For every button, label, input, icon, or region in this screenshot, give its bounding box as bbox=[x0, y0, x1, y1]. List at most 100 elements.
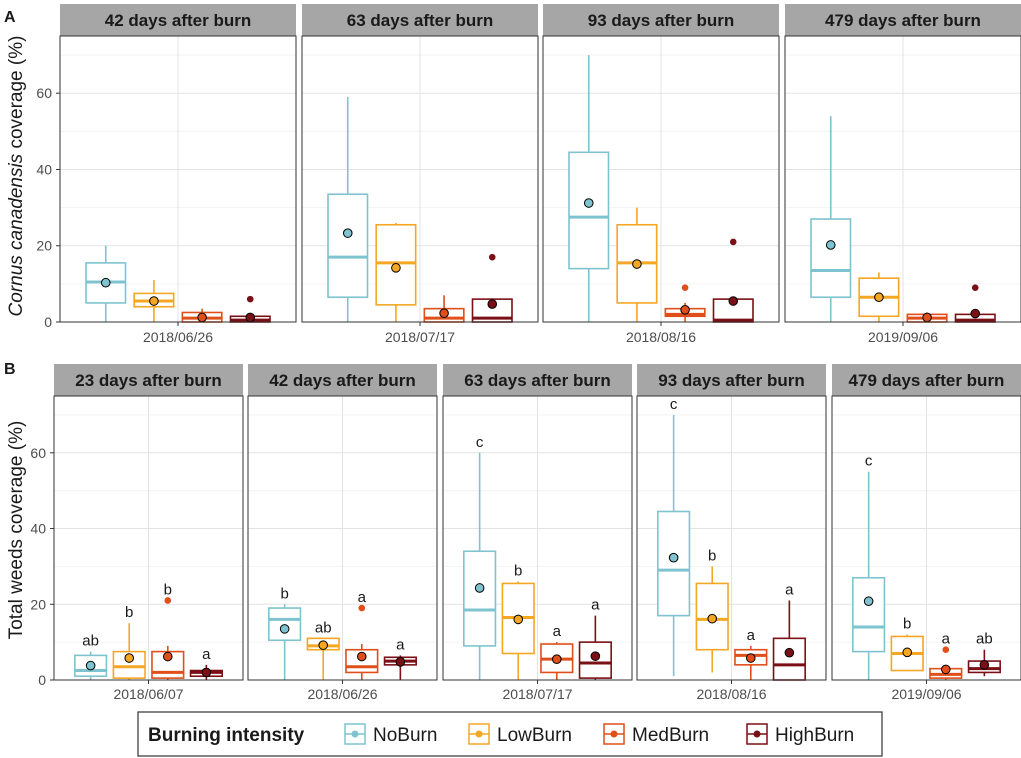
facet: 93 days after burn c b a a 2018/08/16 bbox=[636, 364, 827, 702]
y-tick-label: 0 bbox=[44, 314, 52, 330]
legend-item-lowburn: LowBurn bbox=[468, 723, 572, 746]
outlier-point bbox=[246, 295, 254, 303]
facet-strip bbox=[302, 4, 538, 36]
box-noburn: c bbox=[463, 434, 497, 680]
mean-point bbox=[922, 312, 932, 323]
box-noburn bbox=[568, 55, 610, 322]
box-lowburn: b bbox=[890, 616, 924, 672]
box-lowburn: b bbox=[501, 563, 535, 680]
legend-item-noburn: NoBurn bbox=[344, 723, 437, 746]
box-noburn: ab bbox=[74, 633, 108, 680]
y-tick-label: 0 bbox=[38, 672, 46, 688]
facet: 93 days after burn 2018/08/16 bbox=[542, 4, 780, 345]
mean-point bbox=[342, 228, 353, 238]
significance-label: a bbox=[358, 589, 367, 606]
box-iqr bbox=[810, 218, 852, 299]
box-medburn: a bbox=[929, 631, 963, 680]
legend-key-dot bbox=[610, 730, 618, 738]
x-tick-label: 2018/06/07 bbox=[113, 686, 183, 702]
facet-title: 42 days after burn bbox=[269, 371, 415, 390]
mean-point bbox=[513, 614, 524, 625]
box-lowburn: b bbox=[112, 604, 146, 680]
mean-point bbox=[583, 198, 594, 208]
facet-title: 479 days after burn bbox=[825, 11, 981, 30]
y-axis-title: Cornus canadensis coverage (%) bbox=[6, 36, 27, 317]
facet-title: 63 days after burn bbox=[347, 11, 493, 30]
y-axis-title-italic: Cornus canadensis bbox=[6, 153, 27, 316]
box-highburn: ab bbox=[967, 631, 1001, 677]
box-highburn: a bbox=[189, 646, 223, 680]
mean-point bbox=[825, 240, 836, 250]
mean-point bbox=[279, 624, 290, 634]
facet: 42 days after burn b ab a a 2018/06/26 bbox=[247, 364, 438, 702]
facet: 63 days after burn 2018/07/17 bbox=[301, 4, 539, 345]
box-medburn bbox=[906, 312, 948, 323]
mean-point bbox=[863, 596, 874, 607]
outlier-point bbox=[681, 284, 689, 291]
box-medburn: a bbox=[540, 623, 574, 680]
facet: 479 days after burn 2019/09/06 bbox=[784, 4, 1021, 345]
mean-point bbox=[680, 304, 690, 315]
box-iqr bbox=[327, 193, 369, 299]
mean-point bbox=[707, 613, 718, 624]
box-lowburn bbox=[858, 272, 900, 322]
facet-title: 63 days after burn bbox=[464, 371, 610, 390]
significance-label: a bbox=[553, 623, 562, 640]
legend-label: HighBurn bbox=[775, 725, 854, 746]
facet-title: 93 days after burn bbox=[588, 11, 734, 30]
mean-point bbox=[149, 296, 159, 306]
mean-point bbox=[940, 664, 951, 675]
facet-title: 42 days after burn bbox=[105, 11, 251, 30]
legend-label: MedBurn bbox=[632, 725, 709, 746]
mean-point bbox=[784, 647, 795, 658]
box-iqr bbox=[852, 576, 886, 653]
mean-point bbox=[356, 651, 367, 662]
outlier-point bbox=[164, 597, 172, 604]
mean-point bbox=[902, 647, 913, 658]
y-tick-label: 20 bbox=[30, 596, 46, 612]
panel-b: B Total weeds coverage (%) 0 20 40 60 23 days … bbox=[4, 361, 1021, 702]
box-iqr bbox=[568, 151, 610, 270]
box-noburn bbox=[327, 97, 369, 322]
legend-key-dot bbox=[475, 730, 483, 738]
mean-point bbox=[728, 296, 739, 306]
facet-strip bbox=[543, 4, 779, 36]
panel-a: A Cornus canadensis coverage (%) 0 20 40 60 42… bbox=[4, 4, 1021, 345]
box-noburn bbox=[85, 245, 127, 322]
box-lowburn: b bbox=[695, 547, 729, 673]
mean-point bbox=[474, 583, 485, 593]
panel-tag: B bbox=[4, 361, 16, 378]
significance-label: c bbox=[865, 453, 873, 470]
y-tick-label: 40 bbox=[36, 161, 52, 177]
y-tick-label: 20 bbox=[36, 238, 52, 254]
facet-title: 479 days after burn bbox=[849, 371, 1005, 390]
box-highburn: a bbox=[772, 581, 806, 681]
x-tick-label: 2018/08/16 bbox=[626, 329, 696, 345]
box-lowburn bbox=[375, 222, 417, 322]
box-iqr bbox=[657, 510, 691, 617]
significance-label: b bbox=[514, 563, 522, 580]
x-tick-label: 2018/08/16 bbox=[696, 686, 766, 702]
mean-point bbox=[439, 308, 449, 319]
mean-point bbox=[395, 657, 406, 667]
significance-label: b bbox=[125, 604, 133, 621]
significance-label: c bbox=[670, 396, 678, 413]
mean-point bbox=[970, 308, 981, 319]
facet-strip bbox=[54, 364, 243, 396]
facet-title: 23 days after burn bbox=[75, 371, 221, 390]
legend-key-dot bbox=[351, 730, 359, 738]
box-lowburn: ab bbox=[306, 619, 340, 680]
mean-point bbox=[318, 640, 329, 650]
y-tick-label: 40 bbox=[30, 521, 46, 537]
facet: 42 days after burn 2018/06/26 bbox=[59, 4, 297, 345]
legend-title: Burning intensity bbox=[148, 725, 305, 746]
mean-point bbox=[197, 312, 207, 323]
significance-label: a bbox=[785, 581, 794, 598]
box-medburn: a bbox=[734, 627, 768, 680]
mean-point bbox=[632, 259, 642, 269]
y-axis-title-rest: coverage (%) bbox=[6, 36, 27, 154]
x-tick-label: 2018/06/26 bbox=[307, 686, 377, 702]
facet: 63 days after burn c b a a 2018/07/17 bbox=[442, 364, 633, 702]
significance-label: a bbox=[202, 646, 211, 663]
